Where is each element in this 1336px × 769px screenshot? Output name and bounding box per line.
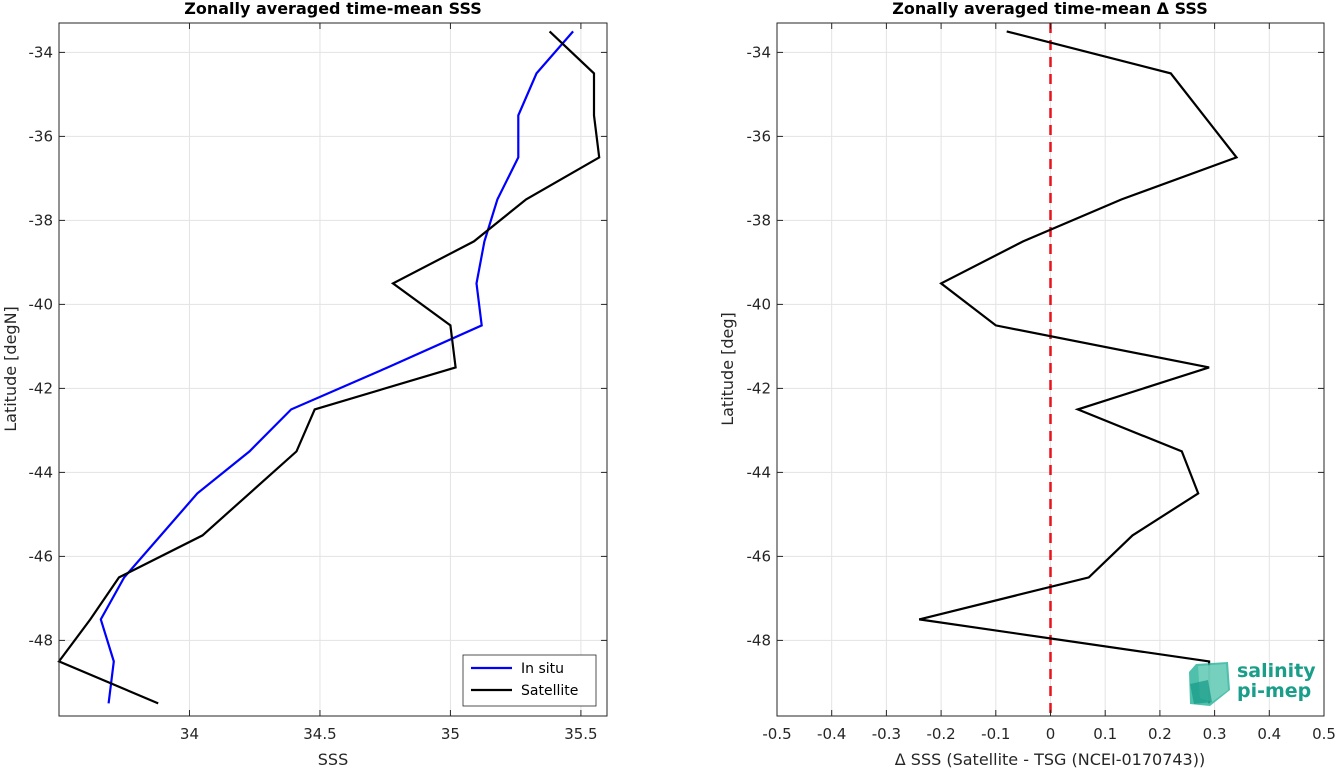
legend-box bbox=[462, 654, 597, 707]
logo-wave-icon bbox=[1189, 662, 1230, 706]
y-tick-label: -36 bbox=[747, 127, 772, 145]
x-tick-label: -0.4 bbox=[817, 725, 846, 743]
x-tick-label: 35.5 bbox=[564, 725, 597, 743]
x-axis-label: SSS bbox=[318, 750, 348, 769]
x-tick-label: -0.3 bbox=[872, 725, 901, 743]
x-tick-label: -0.1 bbox=[981, 725, 1010, 743]
in-situ-series-line bbox=[99, 30, 574, 704]
y-tick-label: -42 bbox=[747, 379, 772, 397]
axes-box-left bbox=[58, 22, 608, 717]
delta-sss-series-line bbox=[918, 30, 1239, 704]
chart-title: Zonally averaged time-mean Δ SSS bbox=[892, 0, 1208, 18]
y-tick-label: -44 bbox=[747, 463, 772, 481]
logo-text-line2: pi-mep bbox=[1237, 680, 1311, 702]
logo-text-line1: salinity bbox=[1237, 660, 1316, 682]
x-axis-label: Δ SSS (Satellite - TSG (NCEI-0170743)) bbox=[895, 750, 1205, 769]
y-tick-label: -46 bbox=[747, 547, 772, 565]
y-tick-label: -42 bbox=[29, 379, 54, 397]
y-tick-label: -48 bbox=[747, 631, 772, 649]
chart-title: Zonally averaged time-mean SSS bbox=[184, 0, 482, 18]
y-tick-label: -48 bbox=[29, 631, 54, 649]
x-tick-label: 0.1 bbox=[1093, 725, 1117, 743]
x-tick-label: 34.5 bbox=[303, 725, 336, 743]
delta-sss-panel: -0.5 -0.4 -0.3 -0.2 -0.1 0 0.1 0.2 0.3 0.4 0.5 -48 -… bbox=[718, 0, 1336, 769]
y-tick-label: -46 bbox=[29, 547, 54, 565]
y-tick-label: -36 bbox=[29, 127, 54, 145]
salinity-pi-mep-logo: salinity pi-mep bbox=[1189, 660, 1316, 706]
legend: In situ Satellite bbox=[462, 654, 597, 707]
y-axis-label: Latitude [deg] bbox=[718, 312, 737, 426]
x-tick-label: 35 bbox=[441, 725, 460, 743]
x-tick-label: 0.4 bbox=[1257, 725, 1281, 743]
x-tick-label: -0.2 bbox=[926, 725, 955, 743]
satellite-series-line bbox=[57, 30, 601, 705]
x-tick-label: 0.5 bbox=[1312, 725, 1336, 743]
x-tick-label: 0 bbox=[1046, 725, 1056, 743]
y-tick-label: -38 bbox=[29, 211, 54, 229]
y-tick-label: -40 bbox=[29, 295, 54, 313]
legend-label-in-situ: In situ bbox=[521, 661, 564, 677]
y-tick-label: -44 bbox=[29, 463, 54, 481]
sss-panel: 34 34.5 35 35.5 -48 -46 -44 -42 -40 -38 -36 -34 Zon… bbox=[1, 0, 608, 769]
y-axis-label: Latitude [degN] bbox=[1, 306, 20, 432]
y-tick-label: -40 bbox=[747, 295, 772, 313]
y-tick-label: -34 bbox=[29, 43, 54, 61]
y-tick-label: -38 bbox=[747, 211, 772, 229]
x-tick-label: 0.2 bbox=[1148, 725, 1172, 743]
y-tick-label: -34 bbox=[747, 43, 772, 61]
x-tick-label: 0.3 bbox=[1203, 725, 1227, 743]
x-tick-label: -0.5 bbox=[762, 725, 791, 743]
legend-label-satellite: Satellite bbox=[521, 683, 578, 699]
x-tick-label: 34 bbox=[180, 725, 199, 743]
plot-area-left bbox=[59, 23, 607, 716]
